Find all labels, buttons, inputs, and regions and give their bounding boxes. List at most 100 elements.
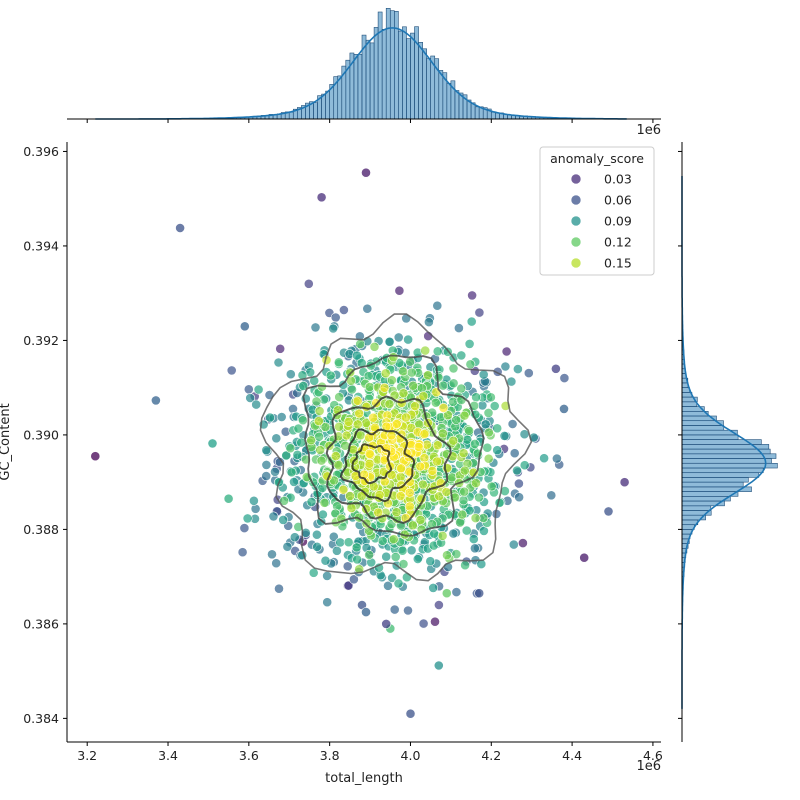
x-tick-label: 3.8 xyxy=(320,748,340,763)
scatter-point xyxy=(334,421,344,432)
y-axis-label: GC_Content xyxy=(0,403,13,480)
scatter-point xyxy=(319,497,330,508)
scatter-point xyxy=(267,549,277,560)
y-tick-label: 0.396 xyxy=(23,144,59,159)
scatter-point xyxy=(404,476,415,487)
scatter-point xyxy=(223,493,234,504)
scatter-point xyxy=(453,323,464,333)
marginal-x-bar xyxy=(325,90,330,120)
scatter-point xyxy=(362,303,373,314)
scatter-point xyxy=(311,396,322,407)
scatter-point xyxy=(492,445,503,456)
scatter-point xyxy=(285,443,296,454)
scatter-point xyxy=(427,465,438,476)
scatter-point xyxy=(425,556,436,567)
scatter-point xyxy=(292,449,303,460)
marginal-x-bar xyxy=(494,112,500,120)
scatter-point xyxy=(501,346,512,357)
scatter-point xyxy=(333,357,344,368)
scatter-point xyxy=(619,477,630,488)
scatter-point xyxy=(261,445,272,456)
marginal-x-bar xyxy=(313,102,318,120)
marginal-x-bar xyxy=(410,32,415,120)
scatter-point xyxy=(456,350,467,361)
scatter-point xyxy=(90,451,101,462)
marginal-x-ticks xyxy=(86,119,654,123)
scatter-point xyxy=(458,495,469,506)
scatter-point xyxy=(265,412,275,423)
scatter-point xyxy=(457,509,468,520)
scatter-point xyxy=(467,290,477,301)
marginal-x-bar xyxy=(353,53,359,120)
scatter-point xyxy=(492,423,503,434)
marginal-x-bar xyxy=(426,58,431,120)
scatter-point xyxy=(519,460,530,471)
legend-title: anomaly_score xyxy=(550,151,644,166)
scatter-point xyxy=(430,616,440,627)
main-plot-area: 3.2 3.4 3.6 3.8 4.0 4.2 4.4 4.6 0.384 0.386 0.388… xyxy=(0,123,663,786)
marginal-y-bar xyxy=(681,434,739,440)
marginal-x-bar xyxy=(422,48,427,120)
marginal-y-bar xyxy=(681,505,712,511)
scatter-point xyxy=(351,542,362,553)
scatter-point xyxy=(485,392,496,403)
scatter-point xyxy=(401,572,412,583)
scatter-point xyxy=(271,433,282,444)
scatter-point xyxy=(407,520,418,531)
marginal-x-bar xyxy=(377,11,383,120)
x-axis-label: total_length xyxy=(325,771,403,786)
scatter-point xyxy=(242,513,253,524)
marginal-y-bar xyxy=(681,458,772,464)
scatter-point xyxy=(310,322,321,333)
scatter-point xyxy=(175,223,185,233)
scatter-point xyxy=(603,506,614,517)
scatter-point xyxy=(422,370,433,381)
scatter-point xyxy=(489,401,500,411)
scatter-point xyxy=(441,588,452,599)
scatter-point xyxy=(471,478,481,488)
scatter-point xyxy=(346,503,357,513)
scatter-point xyxy=(334,392,345,402)
scatter-point xyxy=(355,339,366,349)
scatter-point xyxy=(514,478,524,489)
x-tick-label: 4.6 xyxy=(643,748,663,763)
scatter-point xyxy=(251,399,262,410)
scatter-point xyxy=(448,528,459,539)
scatter-point xyxy=(297,415,308,426)
scatter-point xyxy=(389,604,400,615)
scatter-point xyxy=(403,605,413,616)
scatter-point xyxy=(289,476,299,487)
scatter-point xyxy=(384,399,395,409)
marginal-x-bar xyxy=(406,38,411,120)
scatter-point xyxy=(313,416,324,426)
y-tick-label: 0.392 xyxy=(23,333,59,348)
marginal-x-bar xyxy=(381,28,387,120)
scatter-point xyxy=(311,529,322,540)
scatter-point xyxy=(483,407,494,418)
scatter-point xyxy=(361,167,371,178)
scatter-point xyxy=(438,380,448,391)
legend-marker xyxy=(570,173,582,185)
scatter-point xyxy=(552,453,562,464)
scatter-point xyxy=(419,429,430,439)
scatter-point xyxy=(465,359,476,370)
scatter-point xyxy=(459,410,470,421)
legend-marker xyxy=(570,236,582,248)
scatter-point xyxy=(335,537,346,548)
density-contours xyxy=(259,313,533,582)
scatter-point xyxy=(393,332,404,343)
marginal-x-panel xyxy=(67,8,661,123)
scatter-point xyxy=(438,402,449,413)
scatter-point xyxy=(433,660,444,671)
x-tick-label: 3.2 xyxy=(77,748,97,763)
scatter-point xyxy=(377,536,388,546)
scatter-point xyxy=(343,537,354,548)
scatter-point xyxy=(417,479,428,490)
marginal-x-bar xyxy=(438,70,444,120)
scatter-point xyxy=(268,511,279,522)
scatter-point xyxy=(429,528,440,539)
scatter-point xyxy=(383,580,393,591)
scatter-point xyxy=(274,583,284,594)
scatter-point xyxy=(352,350,362,361)
scatter-point xyxy=(391,419,402,429)
